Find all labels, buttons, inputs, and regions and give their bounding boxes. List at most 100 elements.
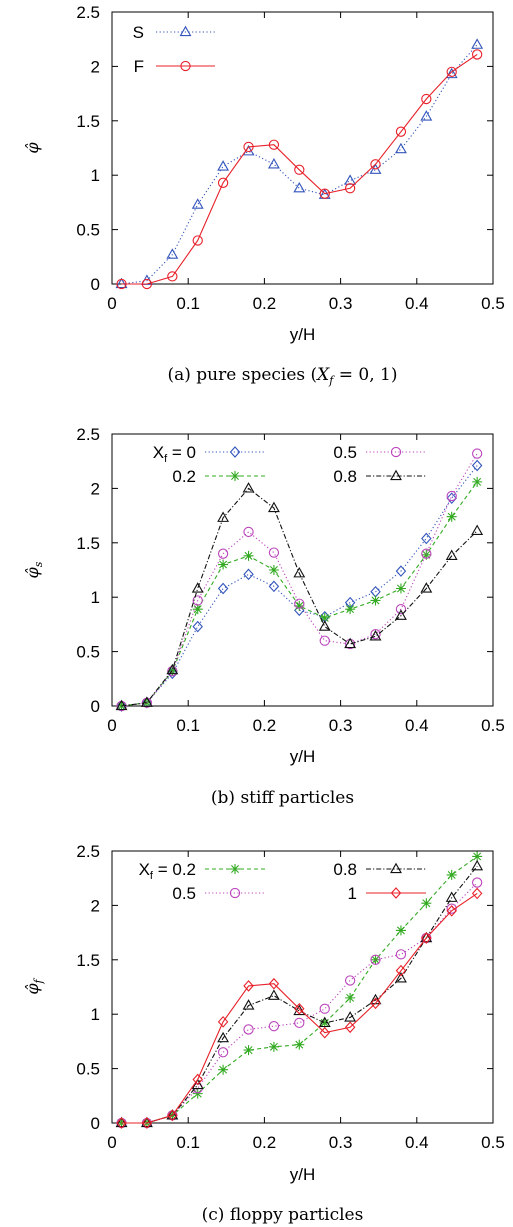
data-point [243,1024,254,1035]
legend-marker [390,887,402,899]
series-line-0.5 [121,882,478,1124]
y-tick-label: 1.5 [76,951,100,970]
legend-marker [230,471,240,481]
y-tick-label: 1.5 [76,534,100,553]
x-tick-label: 0.2 [253,1133,277,1152]
data-point [243,568,254,581]
legend-marker [390,862,402,874]
data-point [218,559,229,570]
data-point [344,1021,356,1034]
data-point [344,637,357,649]
data-point [319,1026,330,1039]
data-point [472,851,483,862]
data-point [218,1064,229,1075]
data-point [268,1021,280,1032]
subfigure-caption: (b) stiff particles [211,788,354,808]
series-0.5 [116,448,483,712]
data-point [446,66,457,77]
data-point [395,925,406,936]
x-tick-label: 0.3 [329,1133,353,1152]
data-point [294,1039,305,1050]
plot-frame [111,850,494,1124]
y-axis-label: φ̂ [23,142,42,154]
legend-label: 0.5 [333,443,357,462]
data-point [268,565,279,575]
plot-frame [111,11,494,285]
series-line-S [121,44,478,285]
data-point [166,663,179,675]
data-point [217,160,230,171]
data-point [242,999,255,1010]
data-point [319,612,330,623]
data-point [395,142,407,154]
data-point [243,141,254,153]
series-0.8 [115,859,484,1128]
y-tick-label: 1.5 [76,112,100,131]
series-0.8 [115,482,484,711]
legend-marker [390,446,402,458]
data-point [344,1011,357,1022]
x-axis-label: y/H [290,1165,316,1184]
data-point [242,482,255,493]
x-tick-label: 0.1 [176,294,200,313]
legend-label: Xf = 0.2 [139,860,196,882]
data-point [370,954,381,965]
data-point [318,1016,331,1028]
data-point [344,975,356,986]
series-1 [116,887,483,1129]
data-point [217,1047,229,1058]
chart-c: 0 0.1 0.2 0.3 0.4 0.5 0 0.5 1 1.5 2 2.5 y/H φ̂f Xf = 0… [23,842,505,1184]
x-axis-label: y/H [290,747,316,766]
data-point [268,1041,279,1052]
data-point [421,548,432,559]
data-point [446,492,457,505]
x-tick-label: 0.1 [176,1133,200,1152]
data-point [294,1002,305,1015]
data-point [192,620,203,633]
data-point [243,980,254,992]
series-F [116,49,483,290]
data-point [294,600,305,611]
data-point [192,235,203,246]
y-tick-label: 2 [91,57,100,76]
data-point [344,183,356,194]
data-point [217,548,229,559]
x-tick-label: 0 [107,716,116,735]
data-point [217,1015,229,1028]
data-point [192,1088,203,1099]
data-point [421,932,432,944]
legend-marker [179,25,192,37]
data-point [370,159,381,170]
y-tick-label: 0 [91,275,100,294]
series-line-0.5 [121,453,478,707]
x-tick-label: 0.5 [481,716,505,735]
legend-label: 0.8 [333,467,357,486]
data-point [472,448,483,459]
data-point [345,604,356,615]
data-point [267,989,280,1000]
data-point [243,1045,254,1056]
y-tick-label: 0 [91,1114,100,1133]
series-S [115,38,484,289]
legend-label: 0.8 [333,860,357,879]
data-point [217,511,230,522]
data-point [191,198,204,209]
x-tick-label: 0.5 [481,294,505,313]
data-point [115,1116,128,1128]
data-point [191,1078,204,1090]
data-point [395,971,407,983]
x-tick-label: 0.4 [405,1133,429,1152]
x-tick-label: 0.2 [253,716,277,735]
data-point [268,977,280,990]
data-point [395,126,407,137]
data-point [395,949,407,960]
data-point [445,67,458,79]
x-tick-label: 0.3 [329,716,353,735]
data-point [116,1117,127,1129]
legend: Xf = 0 0.2 0.5 0.8 [153,443,426,486]
x-tick-label: 0.4 [405,716,429,735]
data-point [446,869,457,880]
series-line-0.2 [121,481,478,707]
data-point [344,174,357,185]
